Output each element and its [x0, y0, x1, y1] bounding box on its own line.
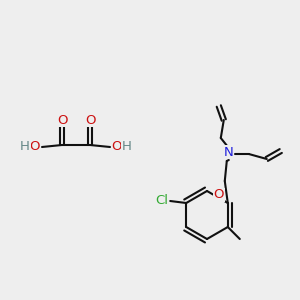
Text: H: H [122, 140, 132, 154]
Text: N: N [224, 146, 234, 158]
Text: O: O [85, 113, 95, 127]
Text: Cl: Cl [156, 194, 169, 208]
Text: H: H [20, 140, 30, 154]
Text: O: O [30, 140, 40, 154]
Text: O: O [57, 113, 67, 127]
Text: O: O [214, 188, 224, 202]
Text: O: O [112, 140, 122, 154]
